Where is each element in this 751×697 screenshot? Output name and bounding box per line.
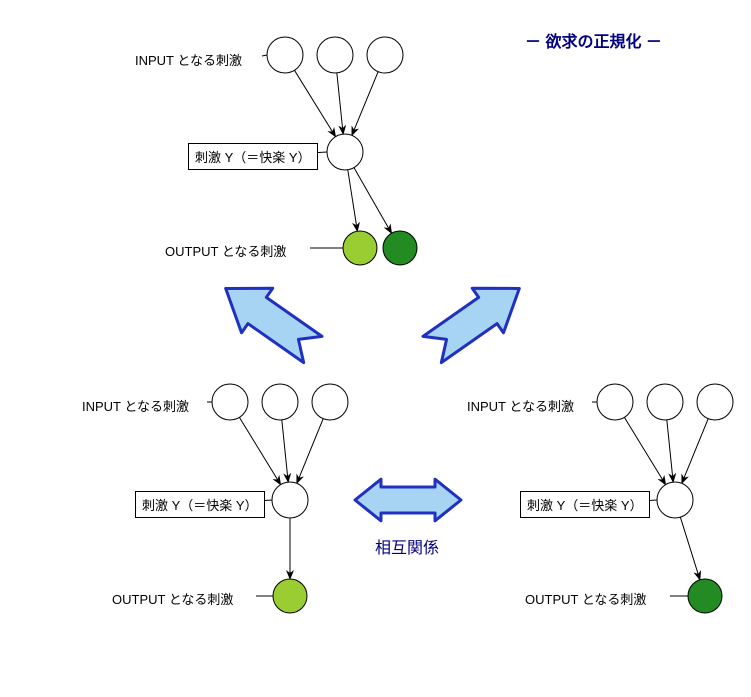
left-output-label: OUTPUT となる刺激	[112, 589, 233, 608]
left-input-label: INPUT となる刺激	[82, 396, 189, 415]
right-input-label: INPUT となる刺激	[467, 396, 574, 415]
left-mid-label: 刺激 Y（＝快楽 Y）	[135, 491, 265, 518]
top-mid-label: 刺激 Y（＝快楽 Y）	[188, 143, 318, 170]
mutual-caption: 相互関係	[375, 534, 439, 558]
right-mid-label: 刺激 Y（＝快楽 Y）	[520, 491, 650, 518]
top-input-label: INPUT となる刺激	[135, 50, 242, 69]
page-title: － 欲求の正規化 －	[525, 28, 662, 52]
right-output-label: OUTPUT となる刺激	[525, 589, 646, 608]
diagram-stage: － 欲求の正規化 － INPUT となる刺激 刺激 Y（＝快楽 Y） OUTPU…	[0, 0, 751, 697]
top-output-label: OUTPUT となる刺激	[165, 241, 286, 260]
